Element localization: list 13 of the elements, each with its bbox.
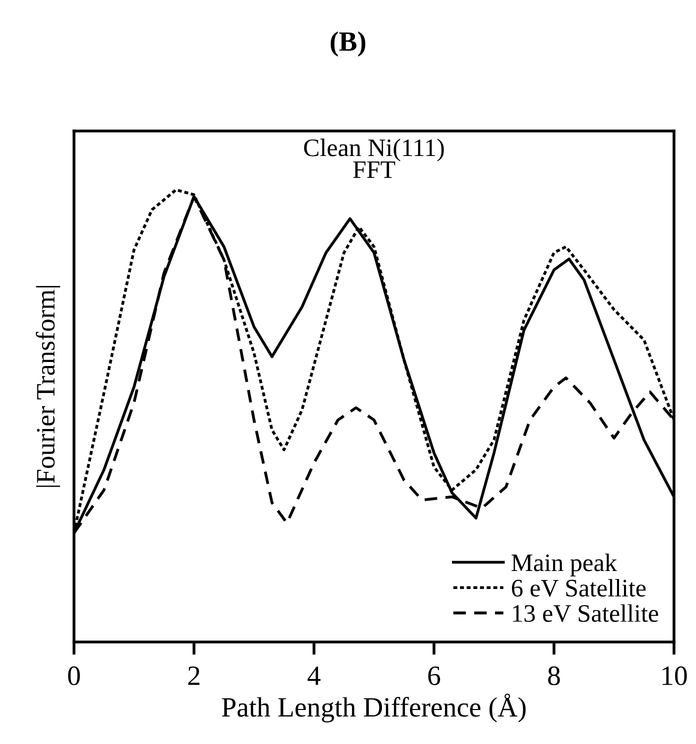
y-axis-title: |Fourier Transform|: [36, 286, 60, 487]
x-axis-title: Path Length Difference (Å): [222, 694, 526, 722]
chart-title: (B): [330, 31, 366, 57]
text: Clean Ni(111) FFT: [304, 138, 444, 178]
legend-label: Main peak: [512, 554, 618, 576]
x-tick-label: 8: [548, 666, 560, 686]
x-tick-label: 0: [68, 666, 80, 686]
x-tick-label: 10: [662, 666, 687, 686]
x-tick-label: 4: [308, 666, 321, 685]
legend-label: 6 eV Satellite: [512, 579, 646, 597]
legend-label: 13 eV Satellite: [513, 604, 658, 622]
x-tick-label: 2: [188, 666, 200, 685]
x-tick-label: 6: [428, 666, 440, 686]
